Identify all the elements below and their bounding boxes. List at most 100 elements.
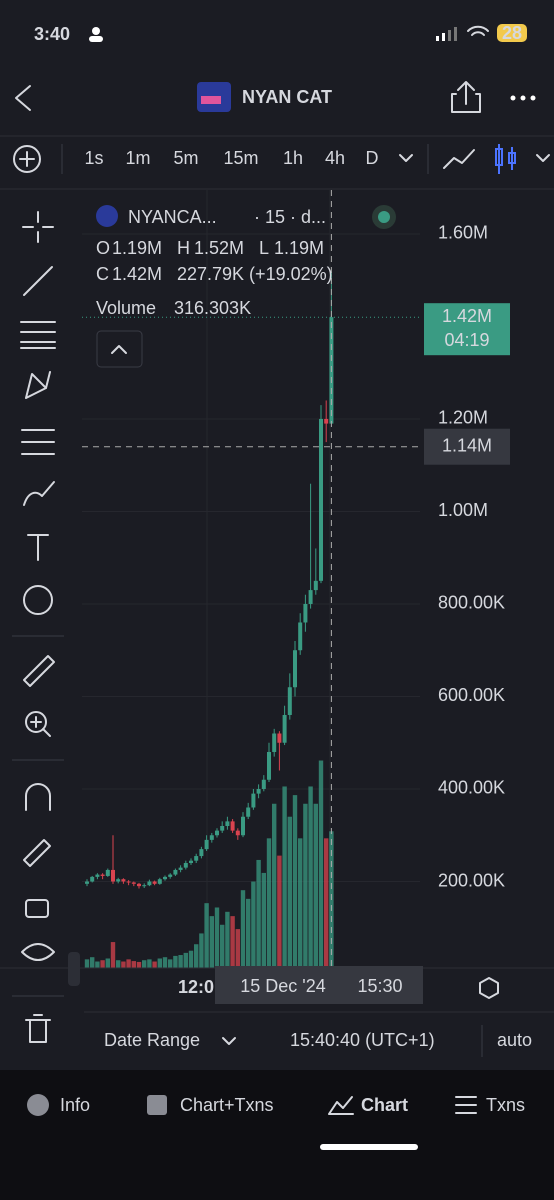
lock-drawings-tool[interactable] [23, 839, 51, 867]
candle-body [308, 590, 313, 604]
volume-bar [318, 760, 324, 968]
legend-symbol: NYANCA... [128, 207, 217, 227]
candle-body [95, 874, 100, 877]
candle-body [241, 816, 245, 836]
volume-bar [287, 816, 292, 968]
volume-bar [282, 786, 287, 968]
token-title: NYAN CAT [242, 87, 332, 107]
legend-value: 1.42M [112, 264, 162, 284]
volume-bar [136, 961, 142, 968]
legend-label: O [96, 238, 110, 258]
tab[interactable]: Chart+Txns [180, 1095, 274, 1115]
candle-body [319, 418, 323, 581]
candle-body [178, 867, 183, 870]
emoji-tool[interactable] [23, 585, 53, 615]
add-indicator[interactable] [13, 145, 41, 173]
auto-scale[interactable]: auto [497, 1030, 532, 1050]
volume-bar [188, 950, 194, 968]
date-range-dropdown [222, 1037, 236, 1045]
candle-body [293, 650, 297, 688]
measure-tool[interactable] [23, 655, 55, 687]
timeframe[interactable]: D [366, 148, 379, 168]
y-tick-label: 1.60M [438, 223, 488, 243]
line-chart-button[interactable] [443, 149, 475, 169]
timeframe[interactable]: 1h [283, 148, 303, 168]
text-tool[interactable] [27, 534, 49, 561]
legend-value: 1.19M [274, 238, 324, 258]
toolbar-collapse[interactable] [68, 952, 80, 986]
volume-bar [246, 898, 251, 968]
share-button[interactable] [451, 81, 481, 113]
settings-button[interactable] [479, 977, 499, 999]
volume-bar [100, 960, 105, 968]
timeframe[interactable]: 5m [173, 148, 198, 168]
fib-tool[interactable] [20, 321, 56, 349]
volume-bar [230, 916, 235, 968]
pattern-tool[interactable] [25, 371, 51, 399]
tab[interactable]: Info [60, 1095, 90, 1115]
y-tick-label: 800.00K [438, 593, 505, 613]
volume-bar [277, 855, 282, 968]
candle-chart-button[interactable] [495, 144, 516, 174]
volume-bar [298, 838, 303, 968]
crosshair-time-box [215, 966, 423, 1004]
candle-body [324, 418, 329, 424]
brush-tool[interactable] [23, 481, 55, 506]
volume-bar [225, 911, 230, 968]
trendline-tool[interactable] [23, 266, 53, 296]
volume-bar [84, 959, 90, 968]
magnet-tool[interactable] [25, 783, 51, 811]
legend-label: H [177, 238, 190, 258]
delete-tool[interactable] [25, 1014, 51, 1043]
legend-value: 1.19M [112, 238, 162, 258]
back-button[interactable] [15, 85, 31, 111]
timeframe[interactable]: 1s [84, 148, 103, 168]
candle-body [235, 830, 240, 836]
crosshair-tool[interactable] [22, 211, 54, 243]
legend-meta: · 15 · d... [254, 207, 326, 227]
crosshair-time: 15 Dec '24 [240, 976, 326, 996]
chart-type-dropdown[interactable] [536, 154, 550, 162]
timeframe[interactable]: 15m [223, 148, 258, 168]
tab[interactable]: Txns [486, 1095, 525, 1115]
timeframe-dropdown[interactable] [399, 154, 413, 162]
candle-body [121, 879, 126, 882]
legend-status-dot [378, 211, 390, 223]
candle-body [303, 603, 308, 623]
candle-body [126, 881, 131, 883]
candle-body [220, 825, 225, 831]
wifi-icon [467, 25, 489, 36]
volume-bar [220, 924, 225, 968]
y-tick-label: 200.00K [438, 870, 505, 890]
candle-body [298, 622, 303, 651]
volume-bar [261, 872, 266, 968]
volume-bar [126, 959, 131, 968]
candle-body [261, 779, 266, 789]
tab-active[interactable]: Chart [361, 1095, 408, 1115]
volume-bar [90, 957, 95, 968]
crosshair-price: 1.14M [442, 435, 492, 455]
prediction-tool[interactable] [21, 429, 55, 455]
candle-body [85, 881, 89, 884]
legend-change: 227.79K (+19.02%) [177, 264, 333, 284]
person-icon [92, 27, 100, 35]
more-button[interactable] [510, 95, 536, 101]
candle-body [90, 876, 95, 882]
token-logo-rainbow [201, 96, 221, 104]
volume-bar [324, 838, 329, 968]
date-range[interactable]: Date Range [104, 1030, 200, 1050]
legend-logo [96, 205, 118, 227]
candle-body [225, 821, 230, 826]
candle-body [168, 874, 173, 877]
volume-bar [251, 881, 256, 968]
legend-collapse[interactable] [96, 330, 143, 368]
last-price-label: 1.42M [442, 306, 492, 326]
volume-bar [183, 952, 188, 968]
timeframe[interactable]: 1m [125, 148, 150, 168]
zoom-tool[interactable] [25, 711, 47, 733]
legend-label: L [259, 238, 269, 258]
volume-bar [178, 955, 183, 968]
unlock-tool[interactable] [25, 899, 49, 918]
timeframe[interactable]: 4h [325, 148, 345, 168]
hide-tool[interactable] [21, 943, 55, 961]
